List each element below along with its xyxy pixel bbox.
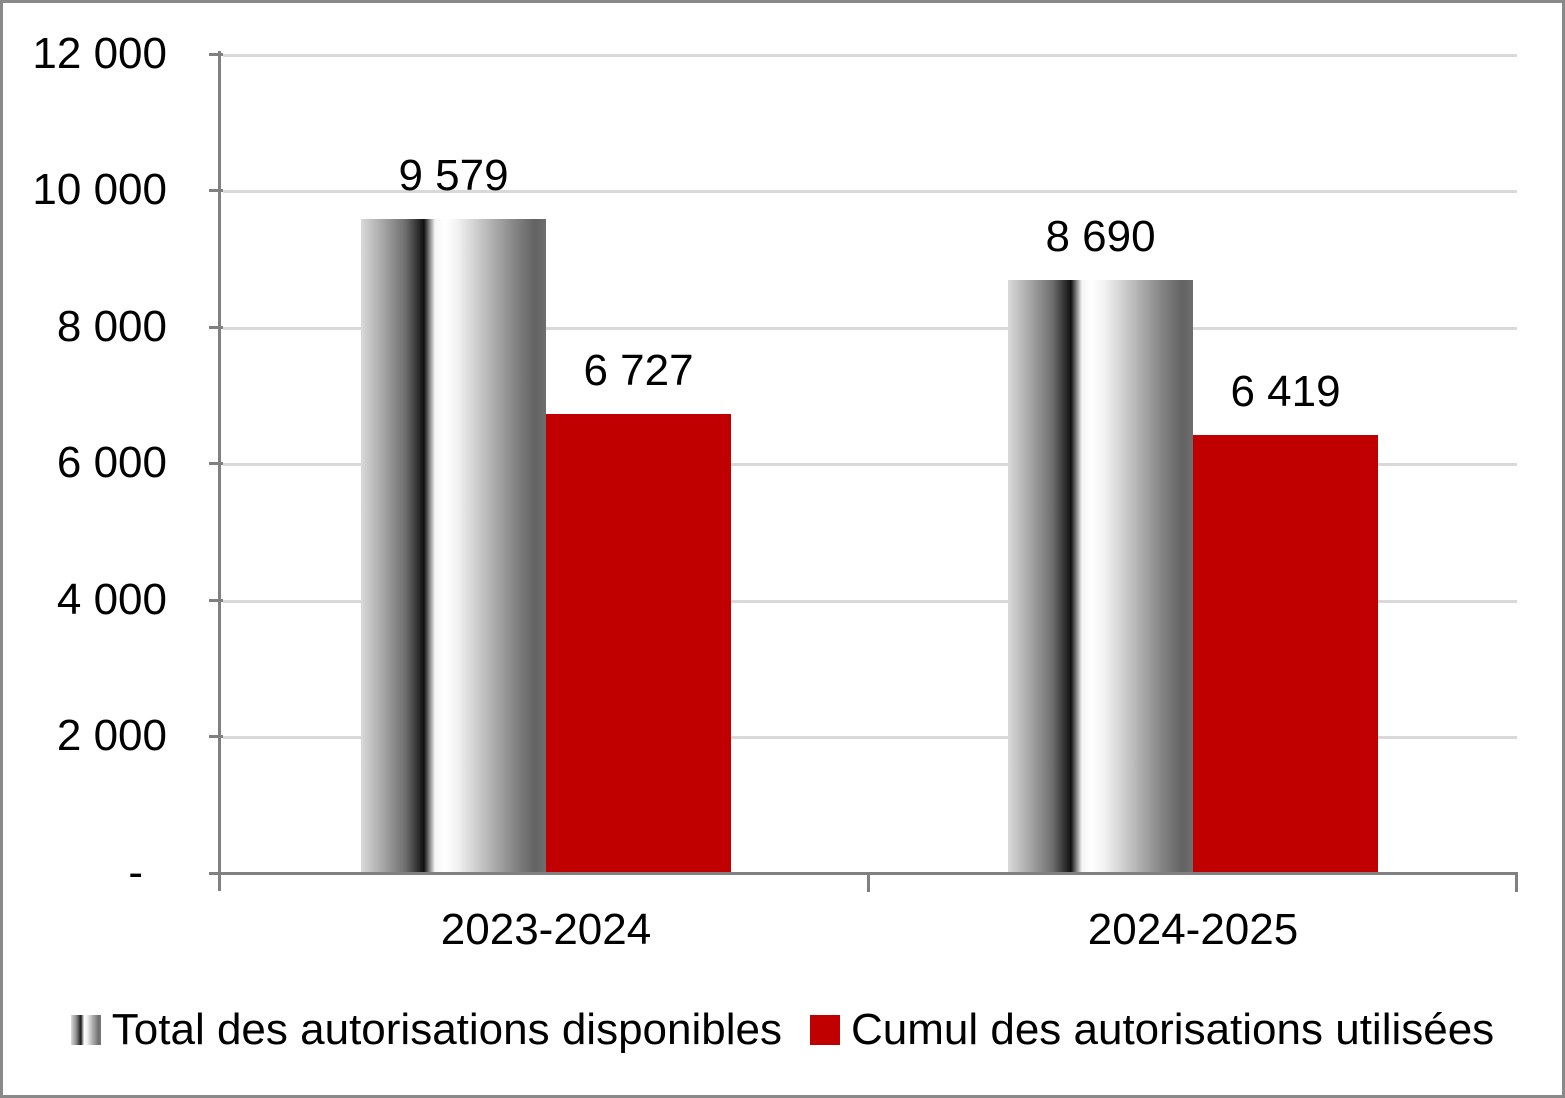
x-tick-end: [1515, 875, 1518, 892]
gridline-2000: [223, 736, 1517, 739]
legend: Total des autorisations disponibles Cumu…: [3, 1006, 1562, 1054]
gridline-10000: [223, 190, 1517, 193]
legend-item-total: Total des autorisations disponibles: [70, 1005, 782, 1054]
data-label-cumul-2023-2024: 6 727: [583, 345, 694, 395]
data-label-total-2024-2025: 8 690: [1045, 211, 1156, 261]
y-axis-line: [218, 51, 221, 891]
y-axis-label-2000: 2 000: [56, 711, 167, 760]
bar-total-2023-2024: 9 579: [361, 153, 546, 873]
y-tick-10000: [209, 189, 223, 192]
y-axis-label-4000: 4 000: [56, 575, 167, 624]
y-axis-label-10000: 10 000: [32, 165, 167, 214]
legend-label-total: Total des autorisations disponibles: [111, 1005, 782, 1054]
y-tick-8000: [209, 326, 223, 329]
y-axis-label-8000: 8 000: [56, 302, 167, 351]
legend-marker-red-icon: [809, 1015, 840, 1045]
data-label-total-2023-2024: 9 579: [398, 151, 509, 201]
y-tick-2000: [209, 735, 223, 738]
plot-area: 9 579 6 727 8 690 6 419: [223, 54, 1517, 873]
legend-item-cumul: Cumul des autorisations utilisées: [809, 1005, 1495, 1054]
y-tick-6000: [209, 462, 223, 465]
data-label-cumul-2024-2025: 6 419: [1230, 366, 1341, 416]
gridline-6000: [223, 463, 1517, 466]
y-tick-12000: [209, 53, 223, 56]
bar-group-2023-2024: 9 579 6 727: [361, 54, 731, 873]
y-tick-4000: [209, 599, 223, 602]
bar-total-2024-2025: 8 690: [1008, 213, 1193, 873]
bar-cumul-2023-2024: 6 727: [546, 347, 731, 873]
legend-label-cumul: Cumul des autorisations utilisées: [850, 1005, 1495, 1054]
y-axis-label-12000: 12 000: [32, 29, 167, 78]
category-label-2023-2024: 2023-2024: [440, 905, 652, 954]
gridline-8000: [223, 327, 1517, 330]
bar-group-2024-2025: 8 690 6 419: [1008, 54, 1378, 873]
y-axis-label-zero: -: [128, 848, 143, 897]
bar-cumul-2024-2025: 6 419: [1193, 368, 1378, 873]
gridline-12000: [223, 54, 1517, 57]
gridline-4000: [223, 600, 1517, 603]
y-axis-label-6000: 6 000: [56, 438, 167, 487]
x-tick-category-divider: [867, 875, 870, 892]
legend-marker-gray-icon: [70, 1015, 101, 1045]
category-label-2024-2025: 2024-2025: [1087, 905, 1299, 954]
x-axis-line: [209, 872, 1518, 875]
